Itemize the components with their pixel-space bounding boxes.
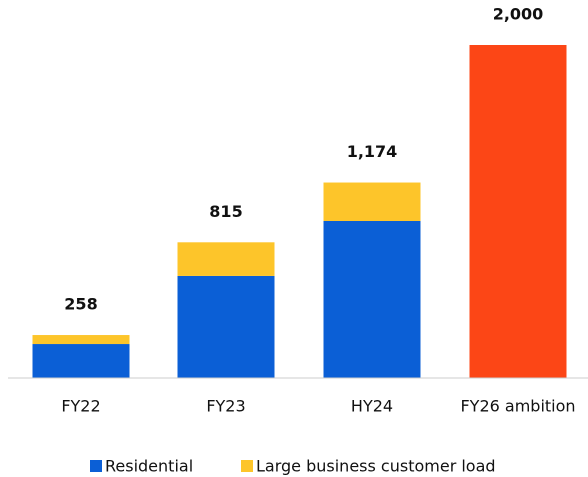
- x-tick-label: FY23: [206, 397, 245, 416]
- legend-swatch: [241, 460, 253, 472]
- legend-label: Residential: [105, 457, 193, 476]
- bar-segment: [469, 45, 567, 378]
- legend-swatch: [90, 460, 102, 472]
- legend-label: Large business customer load: [256, 457, 496, 476]
- total-label: 258: [64, 295, 97, 314]
- bar-segment: [32, 344, 130, 378]
- bar-segment: [323, 182, 421, 221]
- bar-segment: [323, 220, 421, 378]
- bar-segment: [177, 242, 275, 276]
- x-tick-label: FY26 ambition: [460, 397, 575, 416]
- total-label: 1,174: [347, 142, 398, 161]
- bar-segment: [177, 275, 275, 378]
- x-tick-label: FY22: [61, 397, 100, 416]
- total-label: 2,000: [493, 5, 544, 24]
- total-label: 815: [209, 202, 242, 221]
- bar-segment: [32, 335, 130, 345]
- x-tick-label: HY24: [351, 397, 393, 416]
